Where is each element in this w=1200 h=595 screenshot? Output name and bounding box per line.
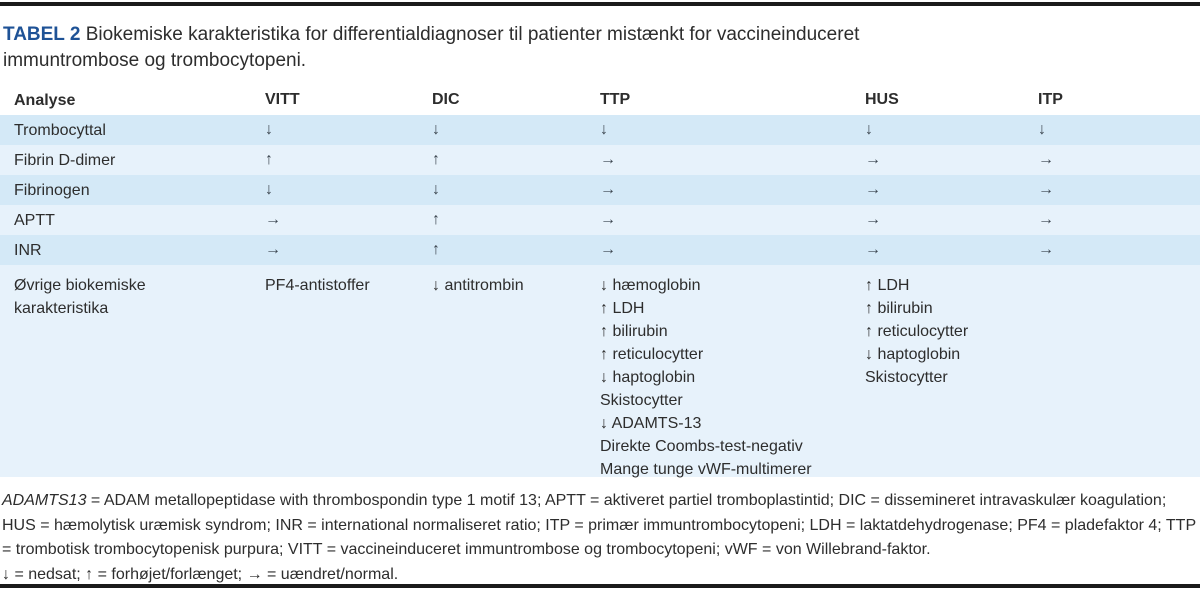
footnote-adamts13-italic: ADAMTS13: [2, 492, 87, 509]
table-footnote: ADAMTS13 = ADAM metallopeptidase with th…: [2, 489, 1200, 587]
cell-vitt: →: [265, 211, 281, 228]
cell-dic: ↓: [432, 121, 440, 138]
cell-hus: ↓: [865, 121, 873, 138]
cell-vitt: →: [265, 241, 281, 258]
row-label: INR: [14, 241, 42, 259]
column-header-vitt: VITT: [265, 91, 300, 108]
cell-ttp: →: [600, 211, 616, 228]
row-label: Fibrinogen: [14, 181, 90, 199]
cell-dic: ↑: [432, 151, 440, 168]
bottom-rule: [0, 584, 1200, 588]
row-label: Øvrige biokemiske karakteristika: [14, 277, 146, 317]
cell-hus: ↑ LDH ↑ bilirubin ↑ reticulocytter ↓ hap…: [865, 277, 969, 386]
table-row-fibrin-d-dimer: Fibrin D-dimer ↑ ↑ → → →: [0, 145, 1200, 175]
cell-itp: →: [1038, 151, 1054, 168]
cell-hus: →: [865, 241, 881, 258]
table-header-row: Analyse VITT DIC TTP HUS ITP: [0, 85, 1200, 115]
footnote-symbol-legend: ↓ = nedsat; ↑ = forhøjet/forlænget; → = …: [2, 565, 399, 583]
cell-dic: ↓ antitrombin: [432, 277, 524, 294]
cell-ttp: ↓ hæmoglobin ↑ LDH ↑ bilirubin ↑ reticul…: [600, 277, 812, 478]
cell-vitt: ↓: [265, 121, 273, 138]
column-header-itp: ITP: [1038, 91, 1063, 108]
cell-hus: →: [865, 211, 881, 228]
cell-hus: →: [865, 151, 881, 168]
table-caption: TABEL 2 Biokemiske karakteristika for di…: [3, 22, 883, 74]
footnote-abbreviations-text: = ADAM metallopeptidase with thrombospon…: [2, 492, 1196, 558]
cell-dic: ↑: [432, 211, 440, 228]
table-number-label: TABEL 2: [3, 24, 81, 45]
table-caption-text: Biokemiske karakteristika for differenti…: [3, 24, 860, 71]
cell-ttp: →: [600, 241, 616, 258]
biochemical-table: Analyse VITT DIC TTP HUS ITP Trombocytta…: [0, 85, 1200, 478]
table-row-fibrinogen: Fibrinogen ↓ ↓ → → →: [0, 175, 1200, 205]
row-label: Trombocyttal: [14, 121, 106, 139]
table-row-trombocyttal: Trombocyttal ↓ ↓ ↓ ↓ ↓: [0, 115, 1200, 145]
column-header-ttp: TTP: [600, 91, 631, 108]
column-header-dic: DIC: [432, 91, 460, 108]
cell-itp: →: [1038, 241, 1054, 258]
cell-ttp: →: [600, 151, 616, 168]
top-rule: [0, 2, 1200, 6]
row-label: Fibrin D-dimer: [14, 151, 116, 169]
cell-itp: →: [1038, 211, 1054, 228]
cell-ttp: →: [600, 181, 616, 198]
cell-ttp: ↓: [600, 121, 608, 138]
table-row-aptt: APTT → ↑ → → →: [0, 205, 1200, 235]
column-header-hus: HUS: [865, 91, 899, 108]
cell-vitt: ↓: [265, 181, 273, 198]
row-label: APTT: [14, 211, 55, 229]
table-row-ovrige-biokemiske: Øvrige biokemiske karakteristika PF4-ant…: [0, 265, 1200, 478]
cell-vitt: ↑: [265, 151, 273, 168]
table-row-inr: INR → ↑ → → →: [0, 235, 1200, 265]
cell-dic: ↑: [432, 241, 440, 258]
cell-itp: →: [1038, 181, 1054, 198]
cell-dic: ↓: [432, 181, 440, 198]
column-header-analyse: Analyse: [14, 91, 76, 109]
cell-itp: ↓: [1038, 121, 1046, 138]
footnote-abbreviations: ADAMTS13 = ADAM metallopeptidase with th…: [2, 489, 1200, 563]
cell-vitt: PF4-antistoffer: [265, 277, 370, 294]
cell-hus: →: [865, 181, 881, 198]
